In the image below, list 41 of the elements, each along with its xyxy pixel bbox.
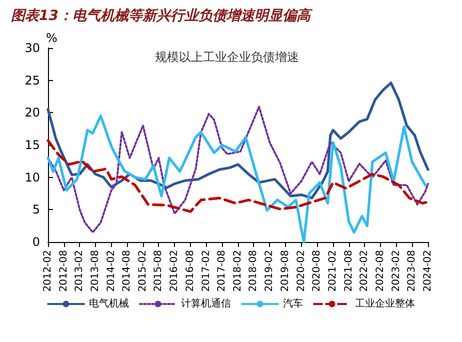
x-tick-label: 2012-02 (42, 250, 54, 292)
x-tick-label: 2018-08 (248, 250, 260, 292)
y-tick-label: 30 (24, 41, 40, 55)
y-tick-label: 5 (32, 202, 40, 217)
x-tick-label: 2019-02 (264, 250, 276, 292)
y-tick-label: 25 (24, 73, 40, 88)
x-tick-label: 2021-08 (343, 250, 354, 292)
x-tick-label: 2022-02 (359, 250, 370, 292)
line-series (46, 139, 430, 213)
x-tick-label: 2023-08 (406, 250, 418, 292)
x-tick-label: 2019-08 (280, 250, 291, 292)
x-tick-label: 2024-02 (422, 250, 434, 292)
x-tick-label: 2015-02 (138, 250, 149, 292)
chart-title: 图表13：电气机械等新兴行业负债增速明显偏高 (11, 7, 314, 24)
x-tick-label: 2020-02 (296, 250, 307, 292)
chart-subtitle: 规模以上工业企业负债增速 (155, 50, 299, 64)
x-tick-label: 2018-02 (232, 250, 244, 292)
x-tick-label: 2016-02 (169, 250, 180, 292)
x-tick-label: 2014-08 (122, 250, 133, 292)
x-tick-label: 2012-08 (58, 250, 70, 292)
x-tick-label: 2017-02 (200, 250, 212, 292)
y-tick-label: 0 (32, 235, 40, 249)
legend-label: 电气机械 (89, 298, 129, 310)
line-series (46, 82, 430, 200)
legend-label: 汽车 (283, 298, 303, 310)
x-tick-label: 2023-02 (390, 250, 402, 292)
legend-label: 计算机通信 (181, 298, 231, 310)
x-tick-label: 2016-08 (184, 250, 196, 292)
x-tick-label: 2020-08 (312, 250, 323, 292)
x-tick-label: 2021-02 (328, 250, 339, 292)
x-tick-label: 2014-02 (106, 250, 117, 292)
x-tick-label: 2017-08 (216, 250, 228, 292)
x-tick-label: 2015-08 (153, 250, 164, 292)
y-tick-label: 20 (24, 106, 40, 120)
x-tick-label: 2022-08 (374, 250, 386, 292)
y-tick-label: 10 (24, 170, 40, 184)
y-tick-label: 15 (24, 138, 40, 152)
x-tick-label: 2013-02 (74, 250, 86, 292)
x-tick-label: 2013-08 (90, 250, 101, 292)
y-axis-title: % (46, 31, 58, 45)
legend-label: 工业企业整体 (355, 298, 415, 310)
